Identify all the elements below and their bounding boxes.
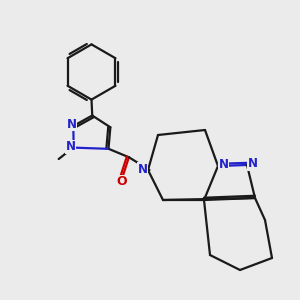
Text: N: N: [248, 157, 257, 170]
Text: N: N: [66, 140, 76, 153]
Text: N: N: [67, 118, 76, 131]
Text: N: N: [138, 163, 148, 176]
Text: O: O: [116, 175, 127, 188]
Text: N: N: [218, 158, 228, 171]
